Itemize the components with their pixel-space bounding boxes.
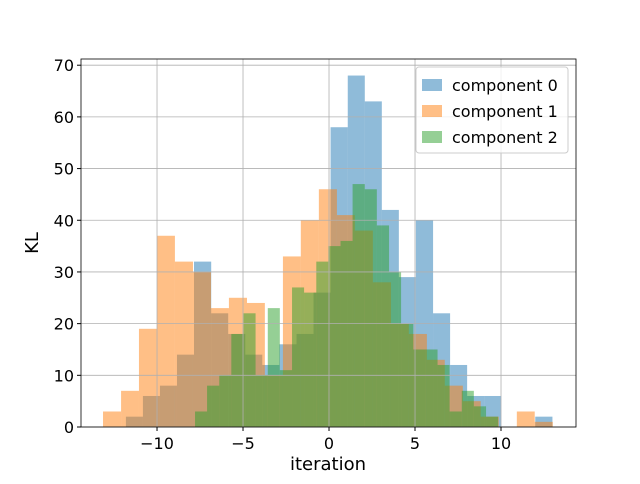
histogram-bar bbox=[534, 421, 553, 427]
legend-swatch bbox=[422, 131, 442, 143]
y-tick-label: 40 bbox=[54, 211, 74, 230]
legend-label: component 2 bbox=[452, 128, 558, 147]
histogram-bar bbox=[516, 411, 535, 427]
y-tick-label: 50 bbox=[54, 160, 74, 179]
histogram-bar bbox=[316, 261, 329, 427]
histogram-bar bbox=[425, 349, 438, 427]
histogram-bar bbox=[376, 225, 390, 427]
legend-label: component 0 bbox=[452, 76, 558, 95]
histogram-bar bbox=[174, 261, 193, 427]
histogram-bar bbox=[121, 390, 139, 427]
histogram-bar bbox=[292, 287, 305, 427]
histogram-bar bbox=[413, 349, 426, 427]
histogram-bar bbox=[461, 390, 474, 427]
histogram-bar bbox=[473, 406, 487, 427]
histogram-bar bbox=[437, 364, 450, 427]
histogram-bar bbox=[328, 246, 341, 427]
y-tick-label: 10 bbox=[54, 366, 74, 385]
histogram-bar bbox=[389, 271, 402, 427]
histogram-bar bbox=[103, 411, 122, 427]
y-tick-label: 70 bbox=[54, 56, 74, 75]
legend-label: component 1 bbox=[452, 102, 558, 121]
histogram-bar bbox=[486, 416, 499, 427]
legend-swatch bbox=[422, 79, 442, 91]
x-tick-label: 5 bbox=[410, 434, 420, 453]
histogram-bar bbox=[352, 184, 365, 427]
x-axis-label: iteration bbox=[290, 454, 366, 475]
histogram-bar bbox=[192, 271, 212, 427]
legend: component 0 component 1 component 2 bbox=[415, 66, 569, 154]
x-tick-label: −10 bbox=[140, 434, 174, 453]
y-axis-label: KL bbox=[22, 232, 43, 254]
histogram-bar bbox=[255, 375, 268, 427]
histogram-bar bbox=[207, 385, 220, 427]
histogram-bar bbox=[304, 292, 317, 427]
y-tick-label: 60 bbox=[54, 108, 74, 127]
histogram-bar bbox=[231, 333, 244, 427]
y-tick-label: 0 bbox=[64, 418, 74, 437]
histogram-bar bbox=[195, 411, 208, 427]
histogram-bar bbox=[243, 313, 256, 427]
legend-frame bbox=[415, 66, 569, 154]
histogram-bar bbox=[364, 189, 377, 427]
histogram-bar bbox=[219, 375, 232, 427]
histogram-bar bbox=[279, 370, 293, 427]
y-tick-label: 30 bbox=[54, 263, 74, 282]
histogram-bar bbox=[138, 328, 158, 427]
histogram-bar bbox=[157, 235, 175, 427]
legend-swatch bbox=[422, 105, 442, 117]
x-tick-label: −5 bbox=[231, 434, 255, 453]
histogram-bar bbox=[449, 411, 462, 427]
plot-frame bbox=[80, 58, 577, 428]
histogram-bar bbox=[340, 240, 353, 427]
x-tick-label: 0 bbox=[324, 434, 334, 453]
y-tick-label: 20 bbox=[54, 315, 74, 334]
histogram-bar bbox=[267, 308, 280, 427]
x-tick-label: 10 bbox=[491, 434, 511, 453]
